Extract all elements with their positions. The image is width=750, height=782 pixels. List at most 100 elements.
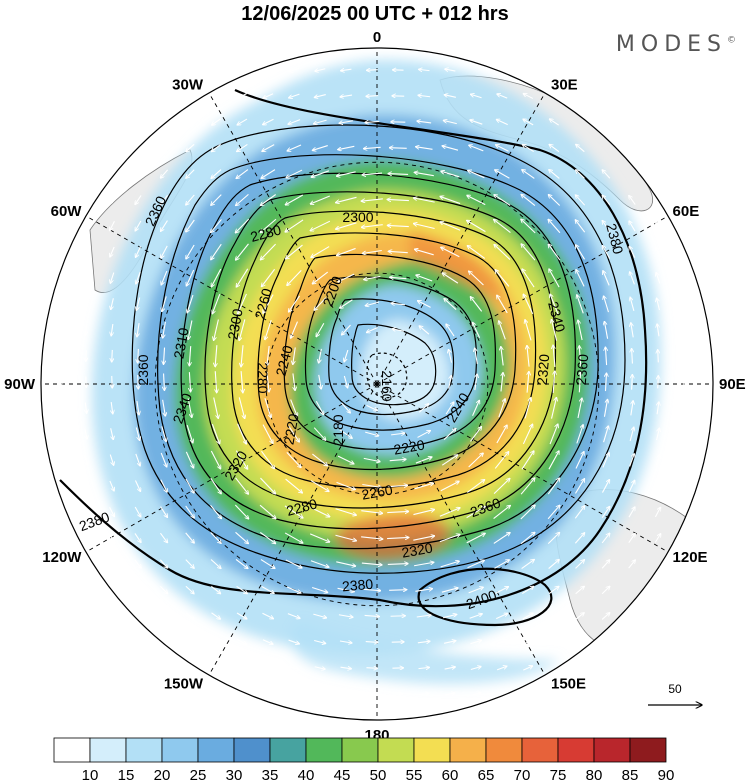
colorbar-label: 15 <box>118 767 135 782</box>
wind-vector <box>548 586 559 595</box>
wind-vector <box>496 145 509 152</box>
wind-vector <box>498 399 505 418</box>
wind-vector <box>185 505 195 518</box>
wind-vector <box>629 246 636 258</box>
wind-vector <box>363 589 381 590</box>
wind-vector <box>605 347 606 366</box>
colorbar-swatch <box>89 737 127 763</box>
wind-vector <box>267 371 269 392</box>
contour-2240 <box>283 253 496 451</box>
wind-vector <box>213 397 219 418</box>
wind-vector <box>681 481 686 492</box>
wind-vector <box>523 294 534 315</box>
wind-vector <box>575 586 585 595</box>
wind-vector <box>657 324 659 337</box>
wind-vector <box>448 349 453 363</box>
meridian-line <box>376 215 669 385</box>
wind-vector <box>109 506 115 517</box>
wind-vector <box>366 326 378 332</box>
wind-vector <box>312 145 328 151</box>
wind-vector <box>549 170 560 179</box>
wind-vector <box>521 244 536 261</box>
wind-vector <box>602 170 611 179</box>
colorbar-label: 80 <box>586 767 603 782</box>
colorbar-label: 75 <box>550 767 567 782</box>
colorbar-swatch <box>557 737 595 763</box>
colorbar-label: 45 <box>334 767 351 782</box>
wind-vector <box>235 531 249 543</box>
wind-vector <box>210 585 220 593</box>
wind-vector <box>135 169 142 178</box>
wind-vector <box>160 194 169 204</box>
wind-vector <box>470 427 481 442</box>
contour-label: 2310 <box>170 326 191 360</box>
wind-vector <box>235 218 250 233</box>
wind-vector <box>341 324 351 335</box>
wind-vector <box>574 533 584 544</box>
wind-vector <box>497 295 508 314</box>
wind-vector <box>236 268 249 287</box>
contour-2360 <box>131 124 626 574</box>
colorbar-label: 50 <box>370 767 387 782</box>
wind-vector <box>186 424 193 443</box>
wind-vector <box>549 119 559 126</box>
wind-vector <box>291 321 298 339</box>
wind-vector <box>189 372 190 392</box>
contour-2200 <box>328 298 455 416</box>
wind-vector <box>288 665 299 669</box>
wind-vector <box>163 347 164 365</box>
wind-vector <box>467 560 485 569</box>
wind-vector <box>134 506 141 517</box>
wind-vector <box>163 321 166 338</box>
contour-label: 2280 <box>285 495 319 519</box>
wind-vector <box>287 144 302 151</box>
wind-vector <box>657 298 661 311</box>
wind-vector <box>188 320 193 339</box>
wind-vector <box>361 536 383 539</box>
wind-vector <box>578 320 583 341</box>
wind-vector <box>548 451 559 470</box>
colorbar-swatch <box>413 737 451 763</box>
wind-vector <box>576 270 585 287</box>
wind-vector <box>362 483 381 487</box>
wind-vector <box>575 452 584 469</box>
wind-vector <box>85 298 87 309</box>
wind-vector <box>522 640 533 645</box>
wind-vector <box>415 457 432 464</box>
wind-vector <box>553 345 555 367</box>
wind-vector <box>468 587 484 594</box>
longitude-label: 150E <box>551 676 586 693</box>
wind-vector <box>316 322 325 336</box>
wind-vector <box>414 483 433 490</box>
wind-vector <box>267 345 270 366</box>
wind-vector <box>550 397 557 419</box>
wind-vector <box>288 119 301 125</box>
wind-vector <box>575 195 586 206</box>
wind-vector <box>575 245 586 260</box>
wind-vector <box>442 273 459 284</box>
wind-vector <box>655 481 661 492</box>
wind-vector <box>417 641 430 643</box>
wind-vector <box>522 424 532 445</box>
wind-vector <box>472 322 481 338</box>
colorbar-swatch <box>521 737 559 763</box>
wind-vector <box>138 374 139 389</box>
wind-vector <box>161 426 166 441</box>
wind-vector <box>414 249 434 256</box>
wind-vector <box>363 457 380 461</box>
wind-vector <box>521 559 535 569</box>
wind-vector <box>524 398 531 419</box>
wind-vector <box>186 194 195 205</box>
contour-label: 2380 <box>341 576 374 595</box>
wind-vector <box>338 273 355 282</box>
wind-vector <box>654 534 661 543</box>
wind-vector <box>344 349 349 362</box>
contour-label: 2160 <box>379 370 395 401</box>
wind-vector <box>261 169 276 179</box>
wind-vector <box>259 531 275 543</box>
wind-vector <box>469 145 484 152</box>
contour-2280 <box>231 210 537 489</box>
wind-vector <box>162 399 166 416</box>
wind-vector <box>160 452 167 467</box>
